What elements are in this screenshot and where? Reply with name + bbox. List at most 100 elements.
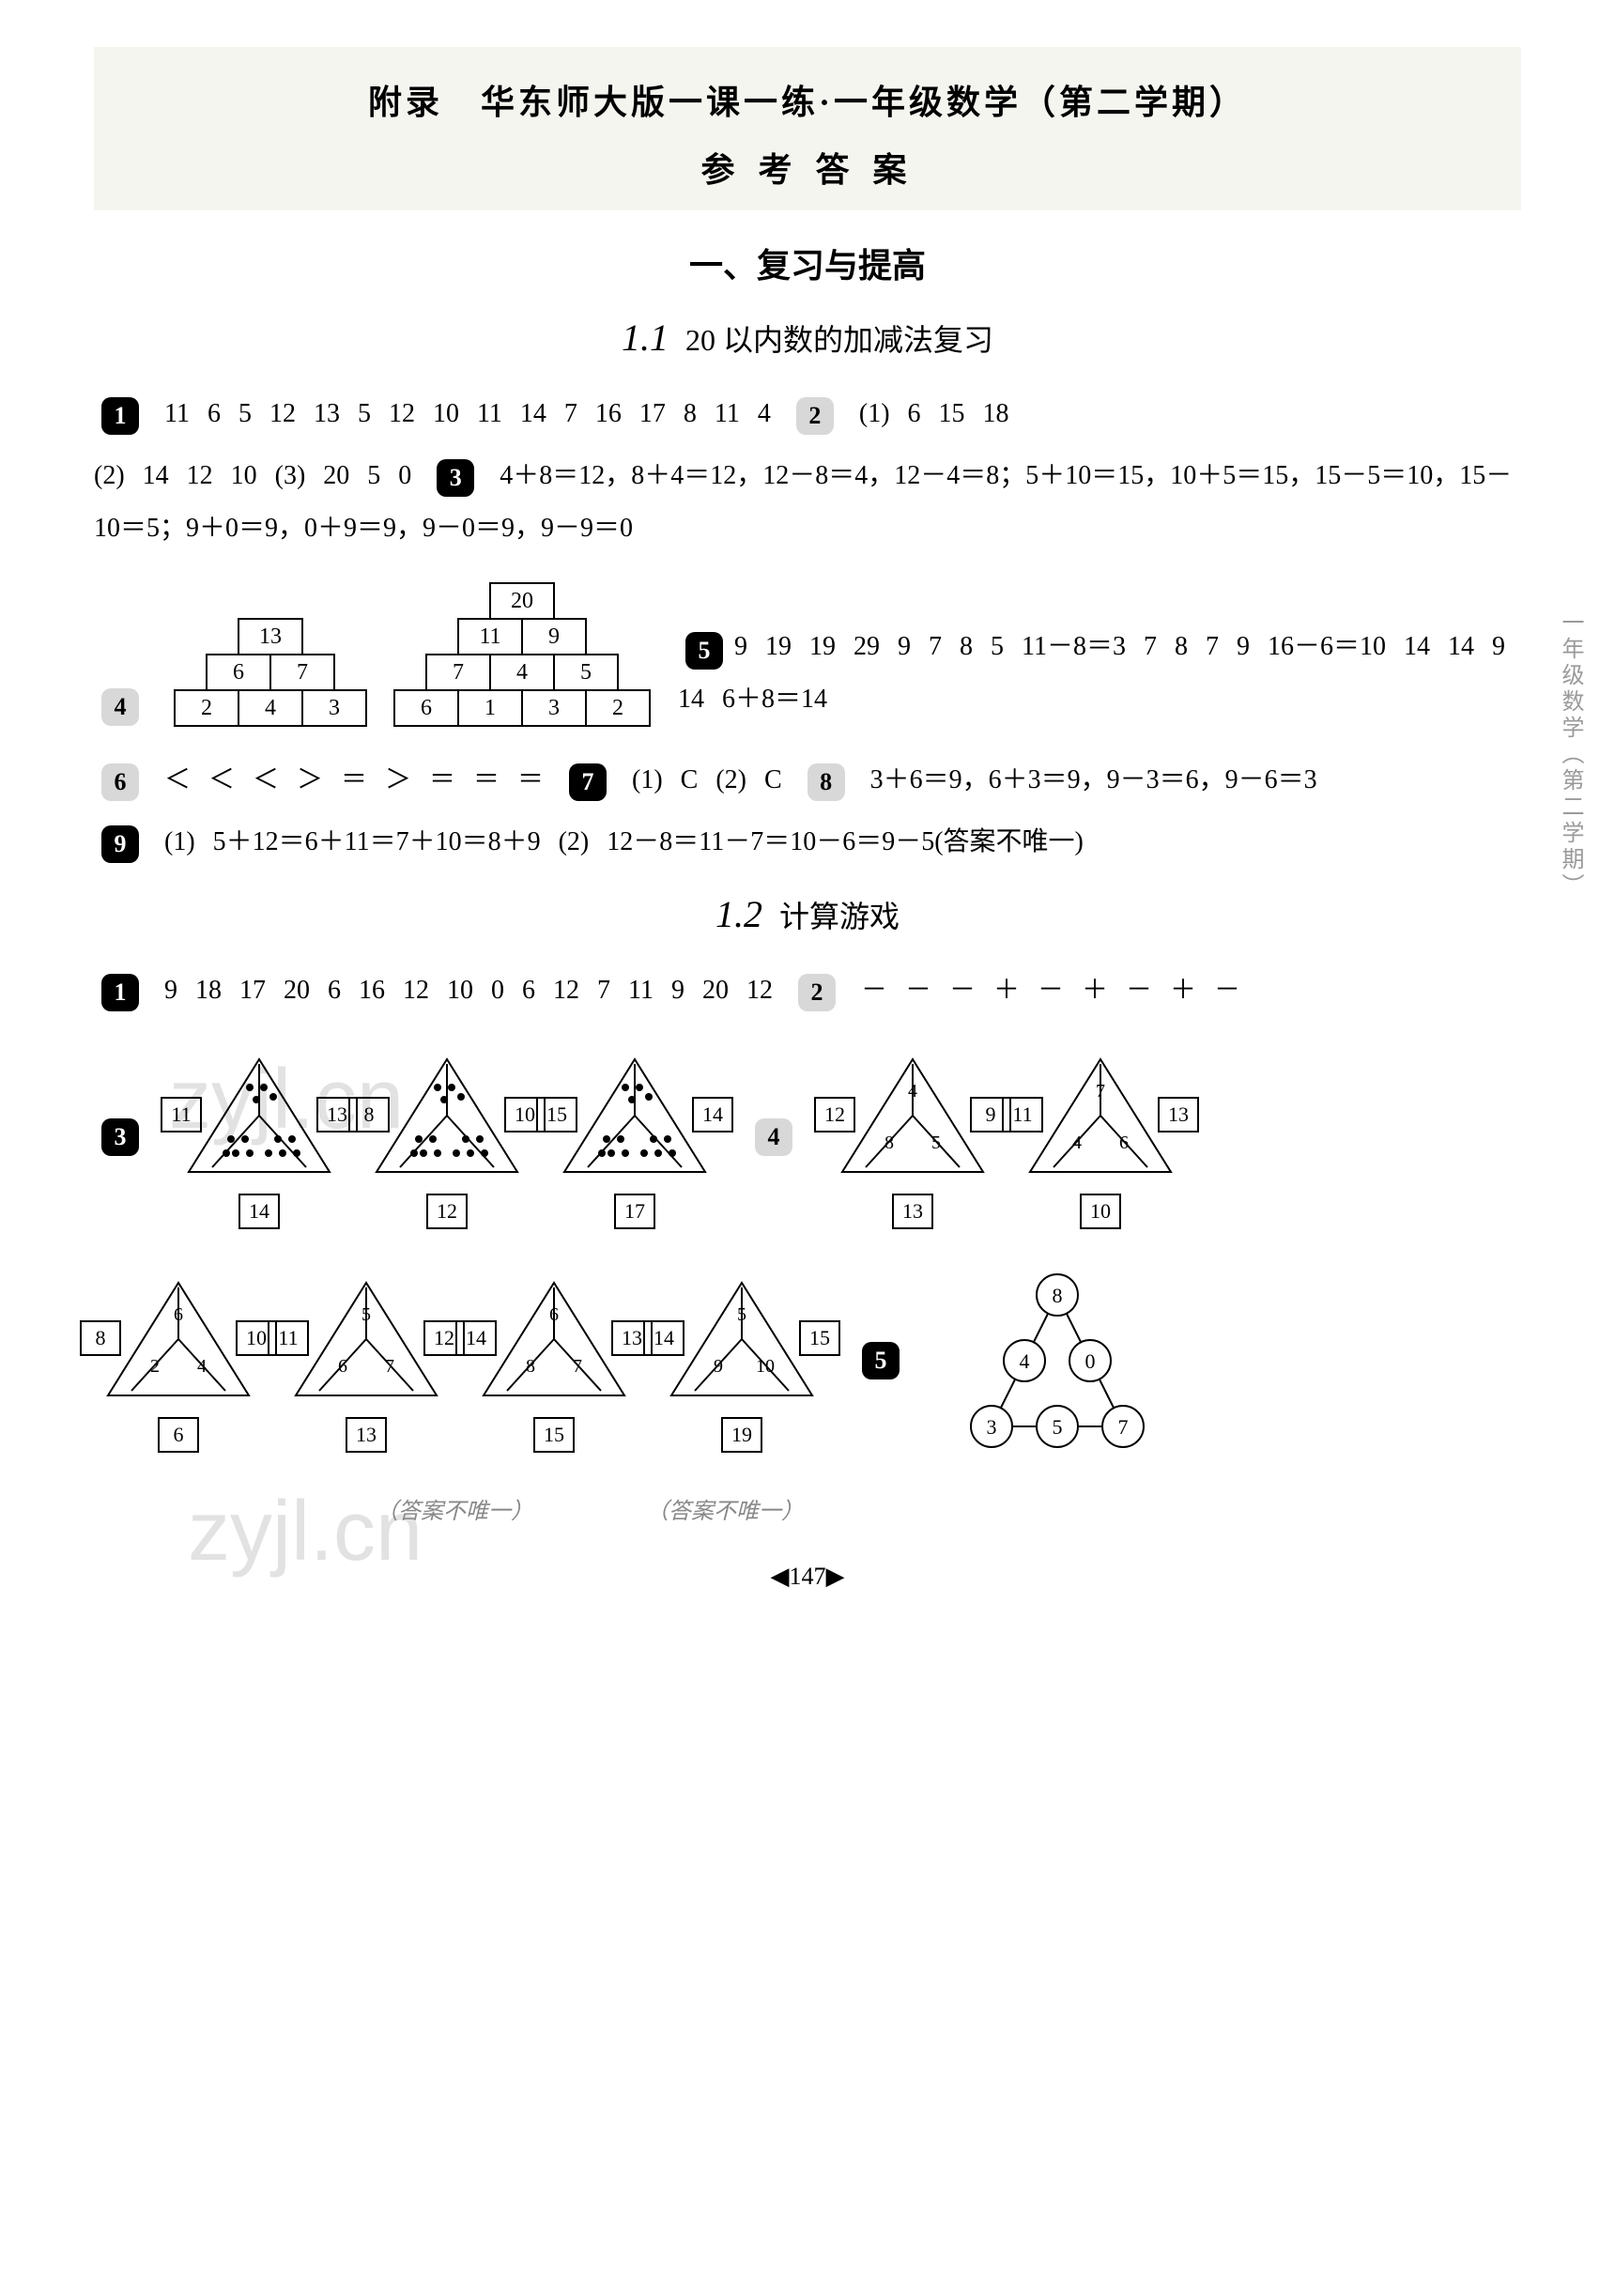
answer-line: 9 (1) 5＋12＝6＋11＝7＋10＝8＋9 (2) 12－8＝11－7＝1… [94,816,1521,869]
triangle-diagram: 14 13 6 8 7 15 [469,1269,638,1453]
qnum-1: 1 [101,974,139,1011]
tri-bottom-box: 15 [533,1417,575,1453]
s12-q1-text: 9 18 17 20 6 16 12 10 0 6 12 7 11 9 20 1… [164,976,773,1005]
svg-text:5: 5 [931,1133,941,1153]
pyr-cell: 2 [174,689,239,727]
page-number: ◀147▶ [94,1563,1521,1591]
tri-left-box: 11 [1002,1097,1043,1133]
svg-text:7: 7 [573,1356,582,1377]
section-num: 1.1 [622,316,669,359]
q9-text: (1) 5＋12＝6＋11＝7＋10＝8＋9 (2) 12－8＝11－7＝10－… [164,827,1084,856]
pyramid-4a: 13 6 7 2 4 3 [175,619,366,726]
q8-text: 3＋6＝9，6＋3＝9，9－3＝6，9－6＝3 [870,765,1317,794]
section-name: 20 以内数的加减法复习 [685,323,993,357]
pyr-cell: 3 [301,689,367,727]
header-banner: 附录 华东师大版一课一练·一年级数学（第二学期） 参 考 答 案 [94,47,1521,210]
answer-line: 6 ＜ ＜ ＜ ＞ ＝ ＞ ＝ ＝ ＝ 7 (1) C (2) C 8 3＋6＝… [94,754,1521,807]
answer-line: (2) 14 12 10 (3) 20 5 0 3 4＋8＝12，8＋4＝12，… [94,450,1521,555]
pyr-cell: 9 [521,618,587,655]
answer-line: 1 11 6 5 12 13 5 12 10 11 14 7 16 17 8 1… [94,388,1521,440]
svg-text:5: 5 [1053,1415,1063,1439]
tri-bottom-box: 17 [614,1194,655,1229]
tri-bottom-box: 6 [158,1417,199,1453]
pyr-cell: 7 [425,654,491,691]
q2-1-text: (1) 6 15 18 [859,399,1009,428]
pyr-cell: 6 [206,654,271,691]
section-name: 计算游戏 [779,900,900,933]
svg-text:2: 2 [150,1356,160,1377]
qnum-3: 3 [101,1118,139,1156]
triangle-row-3-4: 3 11 13 14 8 10 12 15 14 [94,1045,1521,1229]
tri-right-box: 13 [1158,1097,1199,1133]
tri-left-box: 15 [536,1097,577,1133]
pyr-cell: 7 [269,654,335,691]
graph-q5: 8 4 0 3 5 7 [935,1257,1179,1464]
tri-left-box: 11 [268,1320,309,1356]
header-title: 附录 华东师大版一课一练·一年级数学（第二学期） [94,75,1521,124]
svg-text:3: 3 [987,1415,997,1439]
svg-text:7: 7 [1096,1081,1105,1102]
pyr-cell: 1 [457,689,523,727]
svg-text:8: 8 [1053,1284,1063,1307]
tri-left-box: 14 [455,1320,497,1356]
qnum-4: 4 [101,688,139,726]
triangle-diagram: 12 9 4 8 5 13 [828,1045,997,1229]
section-1-1-title: 1.1 20 以内数的加减法复习 [94,316,1521,360]
qnum-9: 9 [101,825,139,863]
triangle-diagram: 14 15 5 9 10 19 [657,1269,826,1453]
note-unique: （答案不唯一） [376,1492,533,1525]
svg-text:4: 4 [908,1081,917,1102]
triangle-diagram: 8 10 6 2 4 6 [94,1269,263,1453]
qnum-3: 3 [437,459,474,497]
qnum-2: 2 [796,397,834,435]
note-unique: （答案不唯一） [646,1492,804,1525]
section-num: 1.2 [715,893,762,935]
pyr-cell: 13 [238,618,303,655]
qnum-7: 7 [569,763,607,801]
svg-text:5: 5 [737,1304,746,1325]
svg-text:4: 4 [1020,1349,1030,1373]
qnum-6: 6 [101,763,139,801]
svg-text:4: 4 [1072,1133,1082,1153]
pyr-cell: 4 [489,654,555,691]
svg-text:7: 7 [385,1356,394,1377]
chapter-title: 一、复习与提高 [94,239,1521,287]
tri-right-box: 15 [799,1320,840,1356]
qnum-5: 5 [685,632,723,670]
svg-text:10: 10 [756,1356,775,1377]
qnum-2: 2 [798,974,836,1011]
tri-bottom-box: 12 [426,1194,468,1229]
s12-q2-text: － － － ＋ － ＋ － ＋ － [861,976,1240,1005]
qnum-8: 8 [808,763,845,801]
page-num-text: 147 [790,1563,826,1590]
q6-text: ＜ ＜ ＜ ＞ ＝ ＞ ＝ ＝ ＝ [164,765,544,794]
svg-text:7: 7 [1118,1415,1129,1439]
pyramid-4b: 20 11 9 7 4 5 6 1 3 2 [394,583,650,726]
tri-bottom-box: 10 [1080,1194,1121,1229]
q5-text: 9 19 19 29 9 7 8 5 11－8＝3 7 8 7 9 16－6＝1… [678,632,1505,714]
tri-left-box: 14 [643,1320,684,1356]
pyr-cell: 20 [489,582,555,620]
triangle-diagram: 11 13 14 [175,1045,344,1229]
svg-text:0: 0 [1085,1349,1096,1373]
triangle-diagram: 11 12 5 6 7 13 [282,1269,451,1453]
tri-left-box: 8 [348,1097,390,1133]
triangle-diagram: 8 10 12 [362,1045,531,1229]
q7-text: (1) C (2) C [632,765,782,794]
tri-bottom-box: 14 [238,1194,280,1229]
section-1-2-title: 1.2 计算游戏 [94,892,1521,936]
tri-right-box: 14 [692,1097,733,1133]
tri-bottom-box: 13 [892,1194,933,1229]
tri-bottom-box: 19 [721,1417,762,1453]
tri-left-box: 8 [80,1320,121,1356]
pyr-cell: 2 [585,689,651,727]
qnum-5: 5 [862,1342,900,1379]
side-label: 一年级数学（第二学期） [1554,610,1587,900]
header-subtitle: 参 考 答 案 [94,143,1521,192]
svg-text:5: 5 [361,1304,371,1325]
pyramid-row: 4 13 6 7 2 4 3 20 11 9 [94,583,1521,726]
pyr-cell: 3 [521,689,587,727]
pyr-cell: 11 [457,618,523,655]
q2-2-text: (2) 14 12 10 (3) 20 5 0 [94,461,411,490]
qnum-1: 1 [101,397,139,435]
